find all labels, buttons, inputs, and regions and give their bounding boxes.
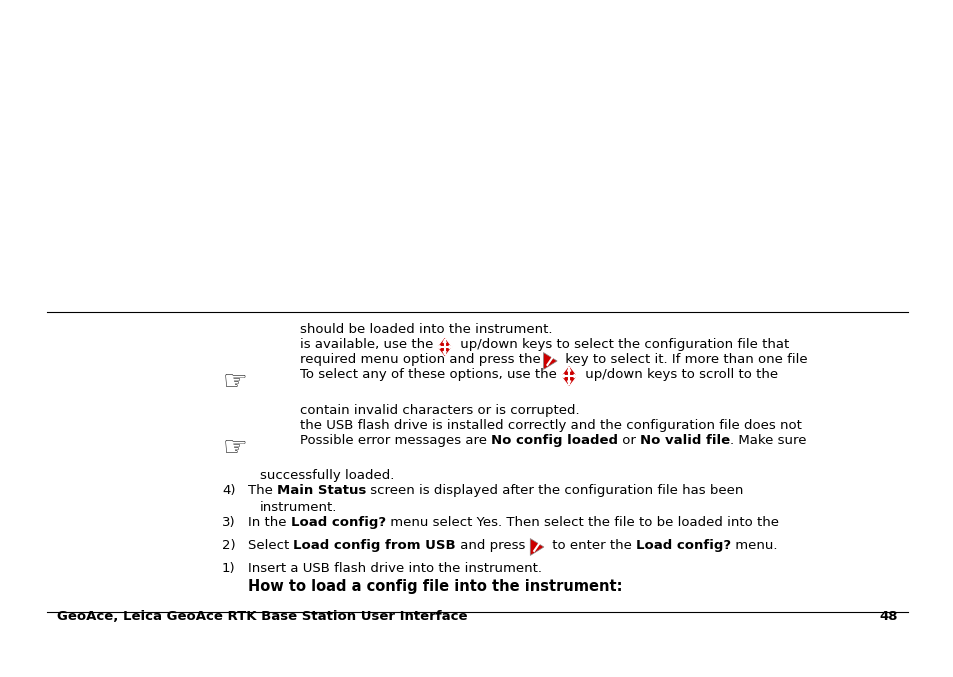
Text: up/down keys to scroll to the: up/down keys to scroll to the [580,368,778,381]
Text: 2): 2) [222,539,235,552]
Text: GeoAce, Leica GeoAce RTK Base Station User Interface: GeoAce, Leica GeoAce RTK Base Station Us… [57,610,467,623]
Text: Load config?: Load config? [636,539,730,552]
Text: the USB flash drive is installed correctly and the configuration file does not: the USB flash drive is installed correct… [299,419,801,432]
Text: . Make sure: . Make sure [730,434,806,447]
Polygon shape [560,365,577,387]
Text: The: The [248,484,276,497]
Text: to enter the: to enter the [547,539,636,552]
Text: Load config?: Load config? [291,516,385,529]
Text: and press: and press [456,539,529,552]
Text: Load config from USB: Load config from USB [294,539,456,552]
Text: ☞: ☞ [222,434,247,462]
Text: successfully loaded.: successfully loaded. [260,469,394,482]
Text: Possible error messages are: Possible error messages are [299,434,491,447]
Text: screen is displayed after the configuration file has been: screen is displayed after the configurat… [366,484,743,497]
Text: How to load a config file into the instrument:: How to load a config file into the instr… [248,579,622,594]
Text: No valid file: No valid file [639,434,730,447]
Text: instrument.: instrument. [260,501,337,514]
Text: key to select it. If more than one file: key to select it. If more than one file [560,353,807,366]
Text: In the: In the [248,516,291,529]
Text: 48: 48 [879,610,897,623]
Polygon shape [543,353,557,370]
Text: menu select Yes. Then select the file to be loaded into the: menu select Yes. Then select the file to… [385,516,778,529]
Text: or: or [618,434,639,447]
Text: Select: Select [248,539,294,552]
Text: ☞: ☞ [222,368,247,396]
Text: required menu option and press the: required menu option and press the [299,353,544,366]
Text: No config loaded: No config loaded [491,434,618,447]
Text: 1): 1) [222,562,235,575]
Polygon shape [436,336,452,357]
Text: should be loaded into the instrument.: should be loaded into the instrument. [299,323,552,336]
Text: Main Status: Main Status [276,484,366,497]
Text: 3): 3) [222,516,235,529]
Text: contain invalid characters or is corrupted.: contain invalid characters or is corrupt… [299,404,579,417]
Text: up/down keys to select the configuration file that: up/down keys to select the configuration… [456,338,788,351]
Text: To select any of these options, use the: To select any of these options, use the [299,368,560,381]
Text: 4): 4) [222,484,235,497]
Polygon shape [530,538,543,555]
Text: menu.: menu. [730,539,777,552]
Text: Insert a USB flash drive into the instrument.: Insert a USB flash drive into the instru… [248,562,541,575]
Text: is available, use the: is available, use the [299,338,437,351]
